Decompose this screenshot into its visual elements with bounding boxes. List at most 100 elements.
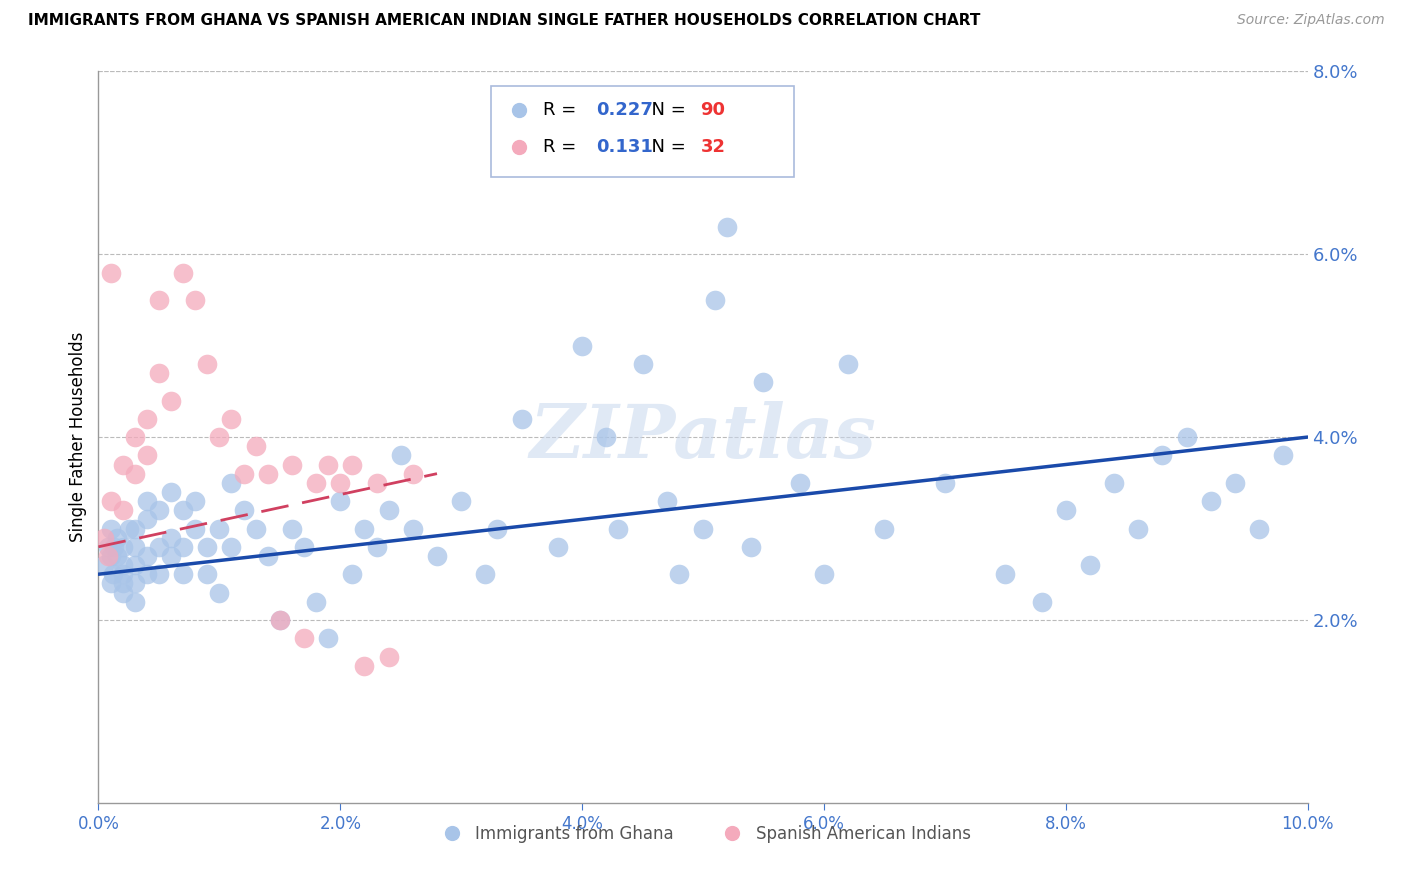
Point	[148, 540, 170, 554]
Point	[124, 595, 146, 609]
Point	[93, 531, 115, 545]
Point	[1054, 503, 1077, 517]
Point	[245, 521, 267, 535]
Point	[208, 521, 231, 535]
Text: N =: N =	[640, 101, 692, 120]
Point	[111, 458, 134, 472]
Point	[160, 485, 183, 500]
Y-axis label: Single Father Households: Single Father Households	[69, 332, 87, 542]
Point	[160, 531, 183, 545]
Text: N =: N =	[640, 137, 692, 156]
Point	[256, 467, 278, 481]
Point	[97, 549, 120, 563]
Point	[195, 567, 218, 582]
Point	[111, 567, 134, 582]
Point	[607, 521, 630, 535]
Point	[208, 430, 231, 444]
Point	[124, 558, 146, 573]
Point	[148, 567, 170, 582]
Point	[873, 521, 896, 535]
Point	[1272, 449, 1295, 463]
Text: R =: R =	[543, 101, 582, 120]
Text: IMMIGRANTS FROM GHANA VS SPANISH AMERICAN INDIAN SINGLE FATHER HOUSEHOLDS CORREL: IMMIGRANTS FROM GHANA VS SPANISH AMERICA…	[28, 13, 980, 29]
Point	[292, 540, 315, 554]
Point	[124, 576, 146, 591]
Point	[100, 266, 122, 280]
Point	[195, 540, 218, 554]
Text: 0.227: 0.227	[596, 101, 654, 120]
Point	[100, 549, 122, 563]
Point	[837, 357, 859, 371]
Legend: Immigrants from Ghana, Spanish American Indians: Immigrants from Ghana, Spanish American …	[429, 818, 977, 849]
Point	[124, 467, 146, 481]
Point	[292, 632, 315, 646]
Point	[148, 366, 170, 380]
Point	[450, 494, 472, 508]
Point	[353, 658, 375, 673]
Point	[148, 503, 170, 517]
Point	[547, 540, 569, 554]
Point	[221, 412, 243, 426]
Point	[342, 458, 364, 472]
Point	[124, 540, 146, 554]
Point	[100, 576, 122, 591]
Point	[631, 357, 654, 371]
Point	[195, 357, 218, 371]
Text: Source: ZipAtlas.com: Source: ZipAtlas.com	[1237, 13, 1385, 28]
Point	[1223, 475, 1246, 490]
Point	[101, 567, 124, 582]
Point	[366, 475, 388, 490]
Point	[752, 376, 775, 390]
Point	[105, 531, 128, 545]
Point	[172, 540, 194, 554]
Point	[704, 293, 727, 307]
Point	[135, 449, 157, 463]
Point	[377, 503, 399, 517]
Point	[305, 595, 328, 609]
Point	[124, 430, 146, 444]
Point	[135, 512, 157, 526]
Point	[135, 567, 157, 582]
Point	[269, 613, 291, 627]
Point	[172, 266, 194, 280]
Point	[813, 567, 835, 582]
Text: ZIPatlas: ZIPatlas	[530, 401, 876, 474]
Point	[160, 549, 183, 563]
Point	[160, 393, 183, 408]
Point	[740, 540, 762, 554]
Point	[97, 540, 120, 554]
Point	[1175, 430, 1198, 444]
Point	[100, 494, 122, 508]
Point	[269, 613, 291, 627]
Point	[103, 540, 125, 554]
Point	[1031, 595, 1053, 609]
Point	[111, 540, 134, 554]
Point	[281, 521, 304, 535]
Point	[172, 567, 194, 582]
Point	[571, 338, 593, 352]
Point	[1102, 475, 1125, 490]
Point	[402, 467, 425, 481]
Point	[668, 567, 690, 582]
Point	[377, 649, 399, 664]
Point	[135, 494, 157, 508]
Point	[1078, 558, 1101, 573]
Point	[934, 475, 956, 490]
Point	[389, 449, 412, 463]
Point	[105, 549, 128, 563]
Point	[595, 430, 617, 444]
Point	[100, 521, 122, 535]
Point	[232, 503, 254, 517]
Point	[93, 558, 115, 573]
Point	[148, 293, 170, 307]
Point	[353, 521, 375, 535]
Point	[135, 549, 157, 563]
Point	[510, 412, 533, 426]
Point	[184, 494, 207, 508]
Point	[716, 219, 738, 234]
Point	[184, 521, 207, 535]
Point	[221, 540, 243, 554]
Point	[692, 521, 714, 535]
Point	[111, 558, 134, 573]
Point	[316, 632, 339, 646]
